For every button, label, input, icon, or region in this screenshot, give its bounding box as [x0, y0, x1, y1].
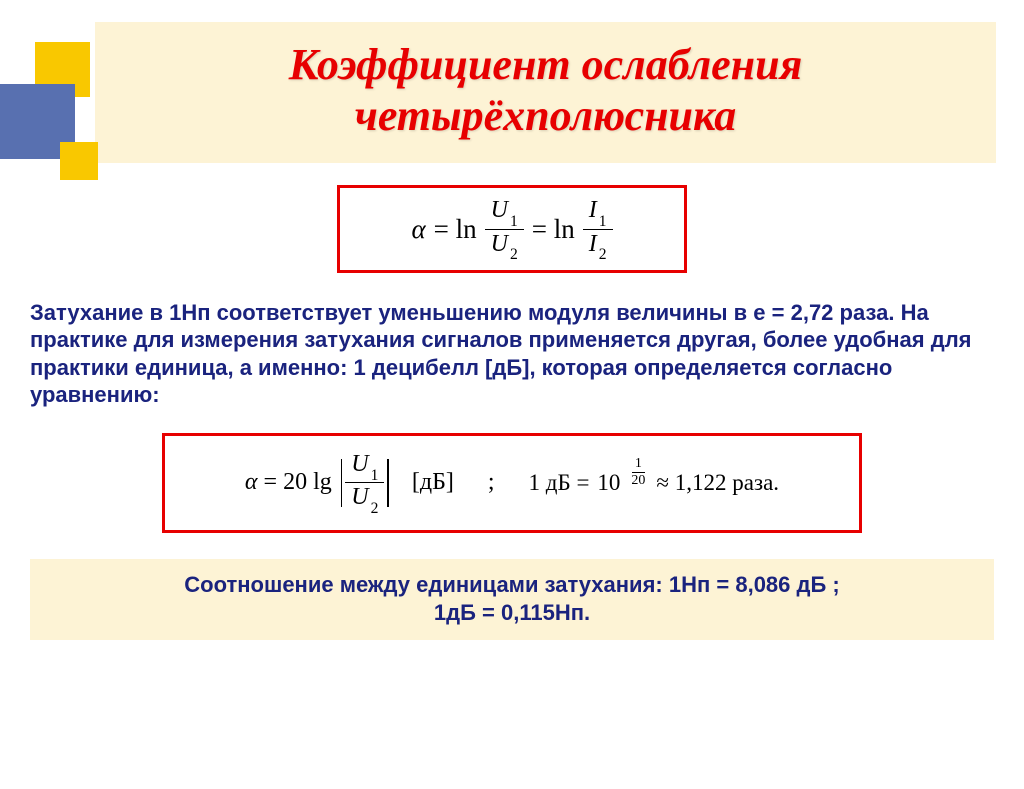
- equals-ln-2: = ln: [532, 214, 575, 245]
- formula-db-left: α = 20 lg U1 U2 [дБ]: [245, 452, 454, 514]
- symbol-alpha-2: α: [245, 469, 258, 496]
- approx-value: ≈ 1,122 раза.: [656, 470, 779, 496]
- formula-attenuation-db: α = 20 lg U1 U2 [дБ] ; 1 дБ = 10 1 20 ≈ …: [162, 433, 862, 533]
- label-1db: 1 дБ =: [529, 470, 590, 496]
- unit-db: [дБ]: [412, 469, 454, 496]
- relation-line-2: 1дБ = 0,115Нп.: [42, 599, 982, 628]
- title-box: Коэффициент ослабления четырёхполюсника: [95, 22, 996, 163]
- separator-semicolon: ;: [488, 469, 495, 496]
- relation-line-1: Соотношение между единицами затухания: 1…: [42, 571, 982, 600]
- fraction-i1-i2: I1 I2: [583, 198, 613, 260]
- exponent-1-20: 1 20: [628, 457, 648, 488]
- abs-fraction-u: U1 U2: [338, 452, 392, 514]
- body-paragraph: Затухание в 1Нп соответствует уменьшению…: [30, 299, 994, 409]
- symbol-alpha: α: [411, 214, 425, 245]
- deco-square-yellow-bottom: [60, 142, 98, 180]
- fraction-u1-u2: U1 U2: [485, 198, 524, 260]
- relation-box: Соотношение между единицами затухания: 1…: [30, 559, 994, 640]
- formula-attenuation-neper: α = ln U1 U2 = ln I1 I2: [337, 185, 687, 273]
- equals-ln-1: = ln: [434, 214, 477, 245]
- corner-decoration: [0, 42, 98, 202]
- base-10: 10: [597, 470, 620, 496]
- formula-db-right: 1 дБ = 10 1 20 ≈ 1,122 раза.: [529, 467, 780, 498]
- page-title: Коэффициент ослабления четырёхполюсника: [105, 40, 986, 141]
- equals-20lg: = 20 lg: [264, 469, 332, 496]
